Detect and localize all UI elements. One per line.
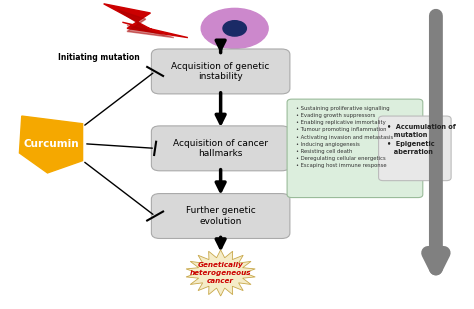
- FancyBboxPatch shape: [151, 126, 290, 171]
- Text: •  Accumulation of
   mutation
•  Epigenetic
   aberration: • Accumulation of mutation • Epigenetic …: [387, 124, 456, 155]
- Text: Curcumin: Curcumin: [23, 139, 79, 149]
- Polygon shape: [118, 10, 174, 38]
- Circle shape: [223, 21, 246, 36]
- Polygon shape: [104, 4, 188, 38]
- Text: Initiating mutation: Initiating mutation: [58, 53, 140, 62]
- Text: Acquisition of genetic
instability: Acquisition of genetic instability: [172, 62, 270, 81]
- FancyBboxPatch shape: [287, 99, 423, 197]
- Text: Further genetic
evolution: Further genetic evolution: [186, 206, 255, 226]
- Polygon shape: [19, 116, 82, 173]
- Text: • Sustaining proliferative signalling
• Evading growth suppressors
• Enabling re: • Sustaining proliferative signalling • …: [295, 106, 393, 168]
- FancyBboxPatch shape: [379, 116, 451, 181]
- FancyBboxPatch shape: [151, 193, 290, 239]
- Text: Acquisition of cancer
hallmarks: Acquisition of cancer hallmarks: [173, 139, 268, 158]
- FancyBboxPatch shape: [151, 49, 290, 94]
- Text: Genetically
heterogeneous
cancer: Genetically heterogeneous cancer: [190, 262, 251, 284]
- Ellipse shape: [201, 8, 268, 49]
- Polygon shape: [186, 250, 255, 296]
